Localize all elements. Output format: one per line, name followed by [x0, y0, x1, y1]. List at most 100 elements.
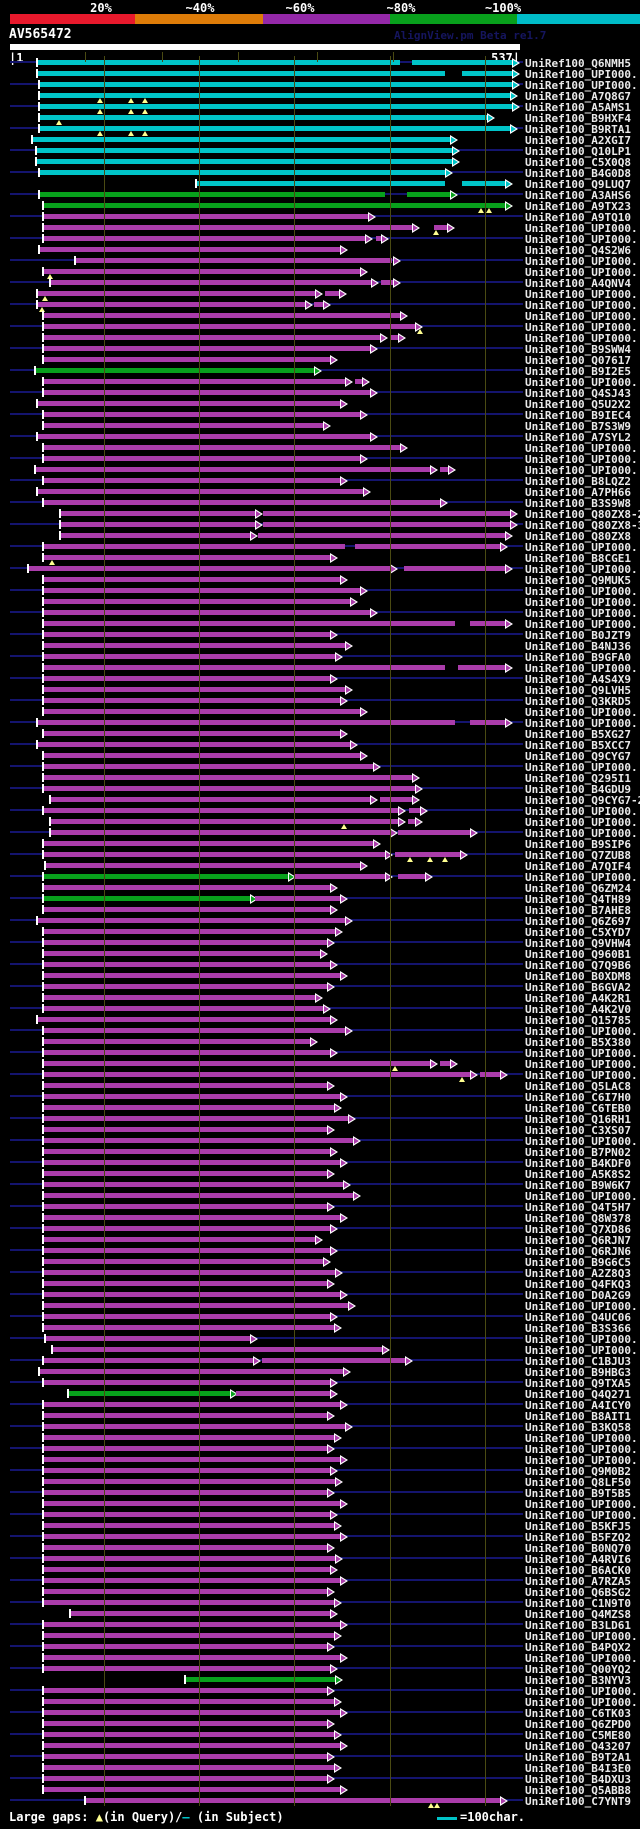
- hit-label[interactable]: UniRef100_A4S4X9: [525, 673, 631, 686]
- hit-label[interactable]: UniRef100_UPI000..: [525, 1069, 640, 1082]
- alignment-row[interactable]: UniRef100_Q10LP1: [0, 145, 640, 158]
- alignment-row[interactable]: UniRef100_UPI000..: [0, 662, 640, 675]
- hit-label[interactable]: UniRef100_A7SYL2: [525, 431, 631, 444]
- alignment-row[interactable]: UniRef100_UPI000..: [0, 816, 640, 829]
- alignment-row[interactable]: UniRef100_B3S9W8: [0, 497, 640, 510]
- hit-label[interactable]: UniRef100_A5AMS1: [525, 101, 631, 114]
- hit-label[interactable]: UniRef100_Q9VHW4: [525, 937, 631, 950]
- hit-label[interactable]: UniRef100_B4DXU3: [525, 1773, 631, 1786]
- alignment-row[interactable]: UniRef100_C5XYD7: [0, 926, 640, 939]
- alignment-row[interactable]: UniRef100_Q4TH89: [0, 893, 640, 906]
- hit-label[interactable]: UniRef100_C5XYD7: [525, 926, 631, 939]
- alignment-row[interactable]: UniRef100_B4NJ36: [0, 640, 640, 653]
- hit-label[interactable]: UniRef100_Q8W378: [525, 1212, 631, 1225]
- hit-label[interactable]: UniRef100_A4ICY0: [525, 1399, 631, 1412]
- hit-label[interactable]: UniRef100_UPI000..: [525, 453, 640, 466]
- hit-label[interactable]: UniRef100_UPI000..: [525, 1135, 640, 1148]
- alignment-row[interactable]: UniRef100_Q8W378: [0, 1212, 640, 1225]
- alignment-row[interactable]: UniRef100_UPI000..: [0, 255, 640, 268]
- hit-label[interactable]: UniRef100_UPI000..: [525, 1509, 640, 1522]
- alignment-row[interactable]: UniRef100_A2XGI7: [0, 134, 640, 147]
- hit-label[interactable]: UniRef100_UPI000..: [525, 596, 640, 609]
- hit-label[interactable]: UniRef100_Q4Q271: [525, 1388, 631, 1401]
- alignment-row[interactable]: UniRef100_A9TX23: [0, 200, 640, 213]
- hit-label[interactable]: UniRef100_Q9LUQ7: [525, 178, 631, 191]
- hit-label[interactable]: UniRef100_C1BJU3: [525, 1355, 631, 1368]
- alignment-row[interactable]: UniRef100_B9SIP6: [0, 838, 640, 851]
- hit-label[interactable]: UniRef100_D0A2G9: [525, 1289, 631, 1302]
- alignment-row[interactable]: UniRef100_Q80ZX8-2: [0, 508, 640, 521]
- hit-label[interactable]: UniRef100_A4RVI6: [525, 1553, 631, 1566]
- hit-label[interactable]: UniRef100_B4NJ36: [525, 640, 631, 653]
- alignment-row[interactable]: UniRef100_UPI000..: [0, 717, 640, 730]
- hit-label[interactable]: UniRef100_B9HBG3: [525, 1366, 631, 1379]
- hit-label[interactable]: UniRef100_Q6RJN6: [525, 1245, 631, 1258]
- hit-label[interactable]: UniRef100_UPI000..: [525, 871, 640, 884]
- hit-label[interactable]: UniRef100_A9TX23: [525, 200, 631, 213]
- hit-label[interactable]: UniRef100_UPI000..: [525, 1454, 640, 1467]
- alignment-row[interactable]: UniRef100_B8AIT1: [0, 1410, 640, 1423]
- alignment-row[interactable]: UniRef100_A4QNV4: [0, 277, 640, 290]
- alignment-row[interactable]: UniRef100_Q4FKQ3: [0, 1278, 640, 1291]
- alignment-row[interactable]: UniRef100_B3LD61: [0, 1619, 640, 1632]
- hit-label[interactable]: UniRef100_UPI000..: [525, 1696, 640, 1709]
- hit-label[interactable]: UniRef100_Q960B1: [525, 948, 631, 961]
- hit-label[interactable]: UniRef100_A5K8S2: [525, 1168, 631, 1181]
- alignment-row[interactable]: UniRef100_Q4Q271: [0, 1388, 640, 1401]
- alignment-row[interactable]: UniRef100_UPI000..: [0, 464, 640, 477]
- alignment-row[interactable]: UniRef100_UPI000..: [0, 871, 640, 884]
- alignment-row[interactable]: UniRef100_C7YNT9: [0, 1795, 640, 1808]
- alignment-row[interactable]: UniRef100_Q7Q9B6: [0, 959, 640, 972]
- hit-label[interactable]: UniRef100_C6TK03: [525, 1707, 631, 1720]
- hit-label[interactable]: UniRef100_C7YNT9: [525, 1795, 631, 1808]
- hit-label[interactable]: UniRef100_B3KQ58: [525, 1421, 631, 1434]
- alignment-row[interactable]: UniRef100_B4DXU3: [0, 1773, 640, 1786]
- alignment-row[interactable]: UniRef100_Q5ABB8: [0, 1784, 640, 1797]
- hit-label[interactable]: UniRef100_Q4UC06: [525, 1311, 631, 1324]
- hit-label[interactable]: UniRef100_UPI000..: [525, 233, 640, 246]
- hit-label[interactable]: UniRef100_Q4S2W6: [525, 244, 631, 257]
- hit-label[interactable]: UniRef100_B3LD61: [525, 1619, 631, 1632]
- hit-label[interactable]: UniRef100_B6GVA2: [525, 981, 631, 994]
- alignment-row[interactable]: UniRef100_Q3KRD5: [0, 695, 640, 708]
- alignment-row[interactable]: UniRef100_Q7ZUB8: [0, 849, 640, 862]
- alignment-row[interactable]: UniRef100_B9IEC4: [0, 409, 640, 422]
- hit-label[interactable]: UniRef100_UPI000..: [525, 1190, 640, 1203]
- alignment-row[interactable]: UniRef100_B9I2E5: [0, 365, 640, 378]
- hit-label[interactable]: UniRef100_C3XS07: [525, 1124, 631, 1137]
- hit-label[interactable]: UniRef100_B9SWW4: [525, 343, 631, 356]
- hit-label[interactable]: UniRef100_B5XG27: [525, 728, 631, 741]
- alignment-row[interactable]: UniRef100_UPI000..: [0, 585, 640, 598]
- alignment-row[interactable]: UniRef100_B5XG27: [0, 728, 640, 741]
- hit-label[interactable]: UniRef100_UPI000..: [525, 717, 640, 730]
- hit-label[interactable]: UniRef100_B0XDM8: [525, 970, 631, 983]
- hit-label[interactable]: UniRef100_B7PN02: [525, 1146, 631, 1159]
- alignment-row[interactable]: UniRef100_C6TEB0: [0, 1102, 640, 1115]
- hit-label[interactable]: UniRef100_UPI000..: [525, 541, 640, 554]
- alignment-row[interactable]: UniRef100_Q9VHW4: [0, 937, 640, 950]
- alignment-row[interactable]: UniRef100_UPI000..: [0, 288, 640, 301]
- alignment-row[interactable]: UniRef100_UPI000..: [0, 1432, 640, 1445]
- hit-label[interactable]: UniRef100_UPI000..: [525, 761, 640, 774]
- alignment-row[interactable]: UniRef100_Q960B1: [0, 948, 640, 961]
- alignment-row[interactable]: UniRef100_Q4SJ43: [0, 387, 640, 400]
- hit-label[interactable]: UniRef100_B9T2A1: [525, 1751, 631, 1764]
- hit-label[interactable]: UniRef100_UPI000..: [525, 805, 640, 818]
- alignment-row[interactable]: UniRef100_UPI000..: [0, 827, 640, 840]
- alignment-row[interactable]: UniRef100_UPI000..: [0, 541, 640, 554]
- hit-label[interactable]: UniRef100_UPI000..: [525, 1300, 640, 1313]
- alignment-row[interactable]: UniRef100_Q5U2X2: [0, 398, 640, 411]
- alignment-row[interactable]: UniRef100_UPI000..: [0, 79, 640, 92]
- hit-label[interactable]: UniRef100_Q7Q9B6: [525, 959, 631, 972]
- hit-label[interactable]: UniRef100_B8CGE1: [525, 552, 631, 565]
- hit-label[interactable]: UniRef100_Q80ZX8: [525, 530, 631, 543]
- hit-label[interactable]: UniRef100_B4PQX2: [525, 1641, 631, 1654]
- hit-label[interactable]: UniRef100_B9T5B5: [525, 1487, 631, 1500]
- alignment-row[interactable]: UniRef100_B3S366: [0, 1322, 640, 1335]
- hit-label[interactable]: UniRef100_B7S3W9: [525, 420, 631, 433]
- alignment-row[interactable]: UniRef100_B9G6C5: [0, 1256, 640, 1269]
- alignment-row[interactable]: UniRef100_Q4MZS8: [0, 1608, 640, 1621]
- alignment-row[interactable]: UniRef100_B4GDU9: [0, 783, 640, 796]
- hit-label[interactable]: UniRef100_Q6RJN7: [525, 1234, 631, 1247]
- alignment-row[interactable]: UniRef100_B5FZQ2: [0, 1531, 640, 1544]
